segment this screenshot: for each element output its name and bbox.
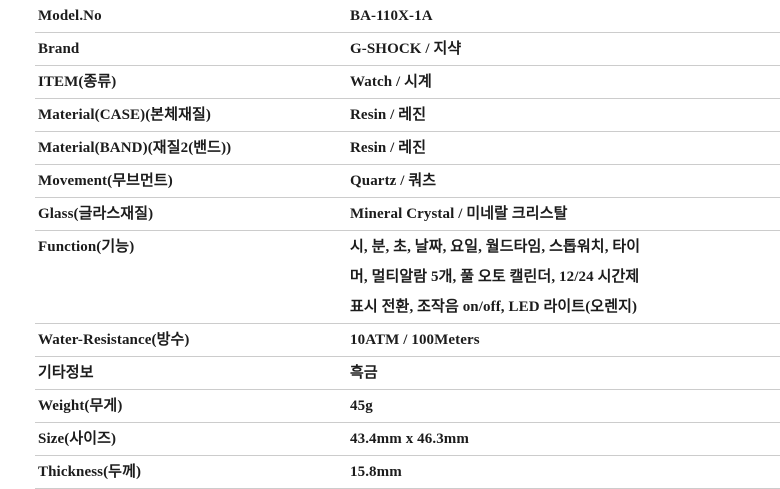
spec-row-etc-info: 기타정보 흑금 bbox=[35, 357, 780, 390]
spec-label: 기타정보 bbox=[38, 365, 94, 381]
spec-value: Quartz / 쿼츠 bbox=[350, 173, 437, 189]
spec-label: Brand bbox=[38, 41, 80, 57]
spec-value: 흑금 bbox=[350, 365, 378, 381]
spec-row-item: ITEM(종류) Watch / 시계 bbox=[35, 66, 780, 99]
spec-label: Weight(무게) bbox=[38, 398, 123, 414]
spec-row-model-no: Model.No BA-110X-1A bbox=[35, 0, 780, 33]
spec-value: G-SHOCK / 지샥 bbox=[350, 41, 462, 57]
spec-row-water-resistance: Water-Resistance(방수) 10ATM / 100Meters bbox=[35, 324, 780, 357]
spec-value: 15.8mm bbox=[350, 464, 402, 480]
spec-value: Resin / 레진 bbox=[350, 107, 427, 123]
spec-row-function: Function(기능) 시, 분, 초, 날짜, 요일, 월드타임, 스톱워치… bbox=[35, 231, 780, 324]
spec-value: BA-110X-1A bbox=[350, 8, 433, 24]
spec-row-thickness: Thickness(두께) 15.8mm bbox=[35, 456, 780, 489]
spec-row-material-band: Material(BAND)(재질2(밴드)) Resin / 레진 bbox=[35, 132, 780, 165]
spec-value: 45g bbox=[350, 398, 373, 414]
spec-row-material-case: Material(CASE)(본체재질) Resin / 레진 bbox=[35, 99, 780, 132]
spec-value: Mineral Crystal / 미네랄 크리스탈 bbox=[350, 206, 568, 222]
spec-value: Resin / 레진 bbox=[350, 140, 427, 156]
spec-row-size: Size(사이즈) 43.4mm x 46.3mm bbox=[35, 423, 780, 456]
spec-label: Movement(무브먼트) bbox=[38, 173, 173, 189]
spec-label: ITEM(종류) bbox=[38, 74, 117, 90]
spec-value: 시, 분, 초, 날짜, 요일, 월드타임, 스톱워치, 타이 머, 멀티알람 … bbox=[350, 239, 641, 315]
spec-label: Material(CASE)(본체재질) bbox=[38, 107, 211, 123]
spec-row-movement: Movement(무브먼트) Quartz / 쿼츠 bbox=[35, 165, 780, 198]
spec-label: Size(사이즈) bbox=[38, 431, 117, 447]
spec-row-brand: Brand G-SHOCK / 지샥 bbox=[35, 33, 780, 66]
spec-value: 10ATM / 100Meters bbox=[350, 332, 480, 348]
spec-label: Water-Resistance(방수) bbox=[38, 332, 190, 348]
spec-value: 43.4mm x 46.3mm bbox=[350, 431, 469, 447]
spec-label: Glass(글라스재질) bbox=[38, 206, 154, 222]
spec-label: Material(BAND)(재질2(밴드)) bbox=[38, 140, 232, 156]
spec-row-glass: Glass(글라스재질) Mineral Crystal / 미네랄 크리스탈 bbox=[35, 198, 780, 231]
spec-row-weight: Weight(무게) 45g bbox=[35, 390, 780, 423]
product-spec-table: Model.No BA-110X-1A Brand G-SHOCK / 지샥 I… bbox=[35, 0, 780, 489]
spec-label: Thickness(두께) bbox=[38, 464, 142, 480]
spec-label: Function(기능) bbox=[38, 239, 135, 255]
spec-label: Model.No bbox=[38, 8, 102, 24]
spec-value: Watch / 시계 bbox=[350, 74, 432, 90]
